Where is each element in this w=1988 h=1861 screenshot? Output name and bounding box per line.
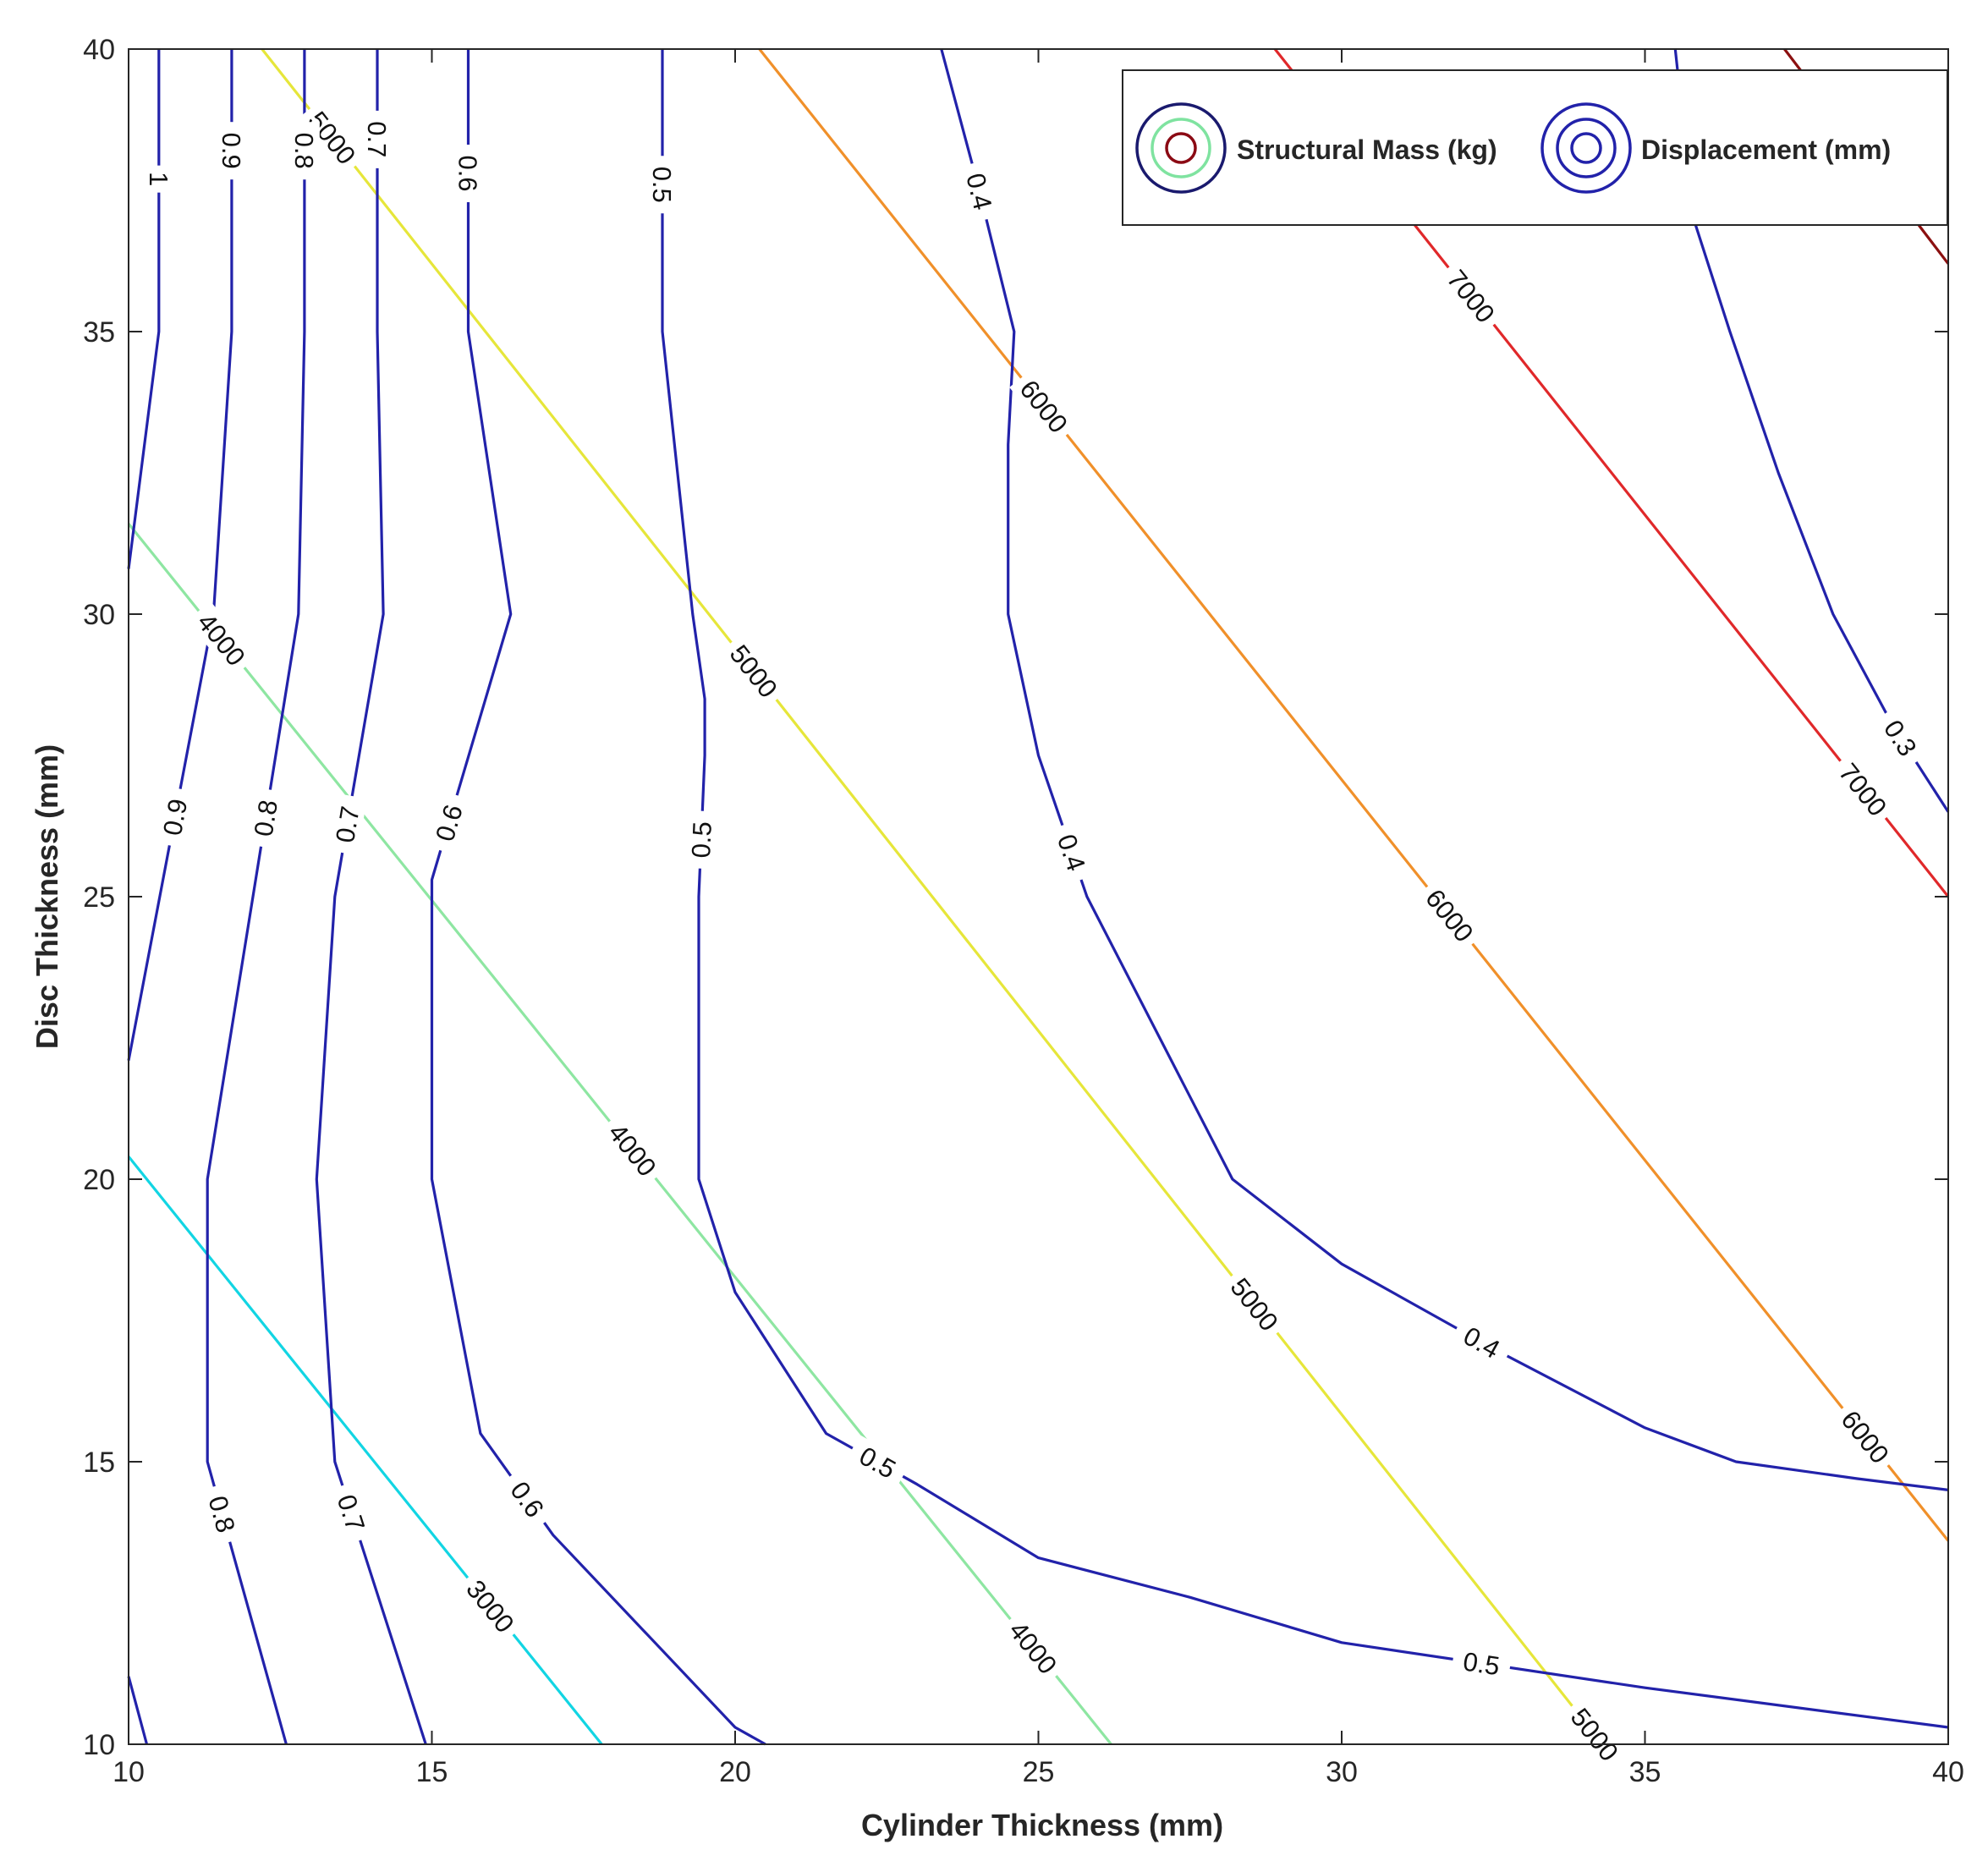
y-tick-label: 10 — [83, 1729, 115, 1761]
contour-label-0-8: 0.8 — [249, 798, 283, 838]
legend-mass-icon — [1135, 102, 1227, 194]
contour-label-gap — [216, 122, 247, 180]
x-tick-label: 35 — [1629, 1756, 1661, 1788]
y-axis-label: Disc Thickness (mm) — [30, 744, 64, 1049]
contour-label-gap — [154, 786, 195, 848]
contour-label-gap — [1414, 877, 1485, 953]
contour-label-gap — [455, 1567, 525, 1644]
contour-line-0-4-13 — [940, 48, 1949, 1491]
contour-line-3000-0 — [127, 1156, 603, 1746]
contour-label-gap — [143, 165, 174, 193]
contour-label-gap — [426, 791, 472, 855]
contour-label-gap — [288, 122, 320, 180]
contour-label-0-5: 0.5 — [686, 821, 717, 859]
contour-label-gap — [998, 1609, 1068, 1686]
contour-labels-group: 3000400040004000500050005000500060006000… — [143, 99, 1930, 1773]
contour-label-gap — [1828, 751, 1898, 828]
contour-label-gap — [1449, 1315, 1515, 1370]
x-tick-label: 10 — [113, 1756, 145, 1788]
contour-label-gap — [1560, 1696, 1629, 1773]
contour-label-gap — [845, 1435, 911, 1490]
contour-label-gap — [1436, 258, 1506, 334]
contour-label-gap — [327, 1480, 375, 1545]
contour-label-0-7: 0.7 — [330, 804, 365, 844]
contour-label-1: 1 — [144, 172, 173, 186]
y-tick-label: 15 — [83, 1447, 115, 1479]
x-tick-label: 30 — [1326, 1756, 1358, 1788]
y-tick-label: 20 — [83, 1164, 115, 1196]
plot-area-frame — [128, 48, 1949, 1745]
contour-label-gap — [297, 99, 367, 176]
contour-label-gap — [646, 156, 678, 214]
contour-label-gap — [719, 633, 788, 710]
contour-label-gap — [245, 787, 286, 849]
contour-label-0-5: 0.5 — [1461, 1646, 1502, 1681]
contour-label-gap — [453, 145, 484, 203]
contour-label-gap — [200, 1482, 245, 1546]
contour-label-0-5: 0.5 — [647, 167, 677, 203]
legend-displacement-label: Displacement (mm) — [1641, 134, 1891, 165]
contour-line-5000-2 — [261, 48, 1604, 1745]
legend-box — [1122, 69, 1948, 226]
y-tick-label: 30 — [83, 599, 115, 631]
x-tick-label: 40 — [1932, 1756, 1964, 1788]
y-tick-label: 40 — [83, 34, 115, 66]
contour-label-0-9: 0.9 — [217, 133, 246, 169]
contour-label-gap — [362, 110, 393, 168]
x-tick-label: 15 — [416, 1756, 448, 1788]
contour-label-gap — [958, 159, 1002, 223]
contour-label-0-7: 0.7 — [362, 121, 392, 157]
contour-line-1-7 — [127, 1676, 149, 1745]
x-tick-label: 20 — [719, 1756, 751, 1788]
contour-line-0-6-11 — [430, 49, 766, 1746]
legend-ring — [1151, 118, 1211, 178]
contour-label-gap — [1047, 820, 1096, 885]
contour-label-gap — [597, 1112, 667, 1188]
legend-ring — [1540, 102, 1632, 194]
y-tick-label: 25 — [83, 881, 115, 914]
contour-lines-group — [127, 48, 1950, 1746]
legend-ring — [1570, 132, 1602, 164]
contour-label-gap — [684, 810, 718, 870]
contour-line-0-7-10 — [315, 49, 427, 1745]
contour-label-gap — [186, 601, 256, 678]
axis-ticks-group: 10 15 20 25 30 35 40 10 15 20 25 30 35 40 — [83, 34, 1964, 1788]
contour-label-gap — [1831, 1398, 1900, 1475]
contour-label-gap — [1009, 368, 1079, 445]
x-tick-label: 25 — [1023, 1756, 1055, 1788]
contour-label-0-4: 0.4 — [960, 170, 997, 212]
legend-ring — [1556, 118, 1617, 178]
contour-label-gap — [498, 1467, 557, 1532]
x-axis-label: Cylinder Thickness (mm) — [861, 1808, 1223, 1842]
contour-label-0-6: 0.6 — [453, 155, 483, 191]
contour-line-1-6 — [127, 49, 161, 569]
contour-line-0-5-12 — [661, 49, 1949, 1729]
contour-label-gap — [1450, 1644, 1513, 1683]
contour-line-6000-3 — [758, 48, 1950, 1542]
contour-label-0-8: 0.8 — [202, 1493, 240, 1536]
contour-label-0-8: 0.8 — [289, 133, 319, 169]
contour-label-gap — [1872, 705, 1930, 771]
contour-label-gap — [1220, 1266, 1289, 1342]
legend: Structural Mass (kg) Displacement (mm) — [1122, 69, 1948, 226]
y-tick-label: 35 — [83, 316, 115, 349]
contour-label-gap — [327, 793, 367, 856]
contour-line-0-9-8 — [127, 49, 233, 1061]
legend-ring — [1135, 102, 1227, 194]
legend-displacement-icon — [1540, 102, 1632, 194]
contour-label-0-9: 0.9 — [157, 797, 193, 838]
legend-mass-label: Structural Mass (kg) — [1237, 134, 1497, 165]
legend-ring — [1165, 132, 1197, 164]
